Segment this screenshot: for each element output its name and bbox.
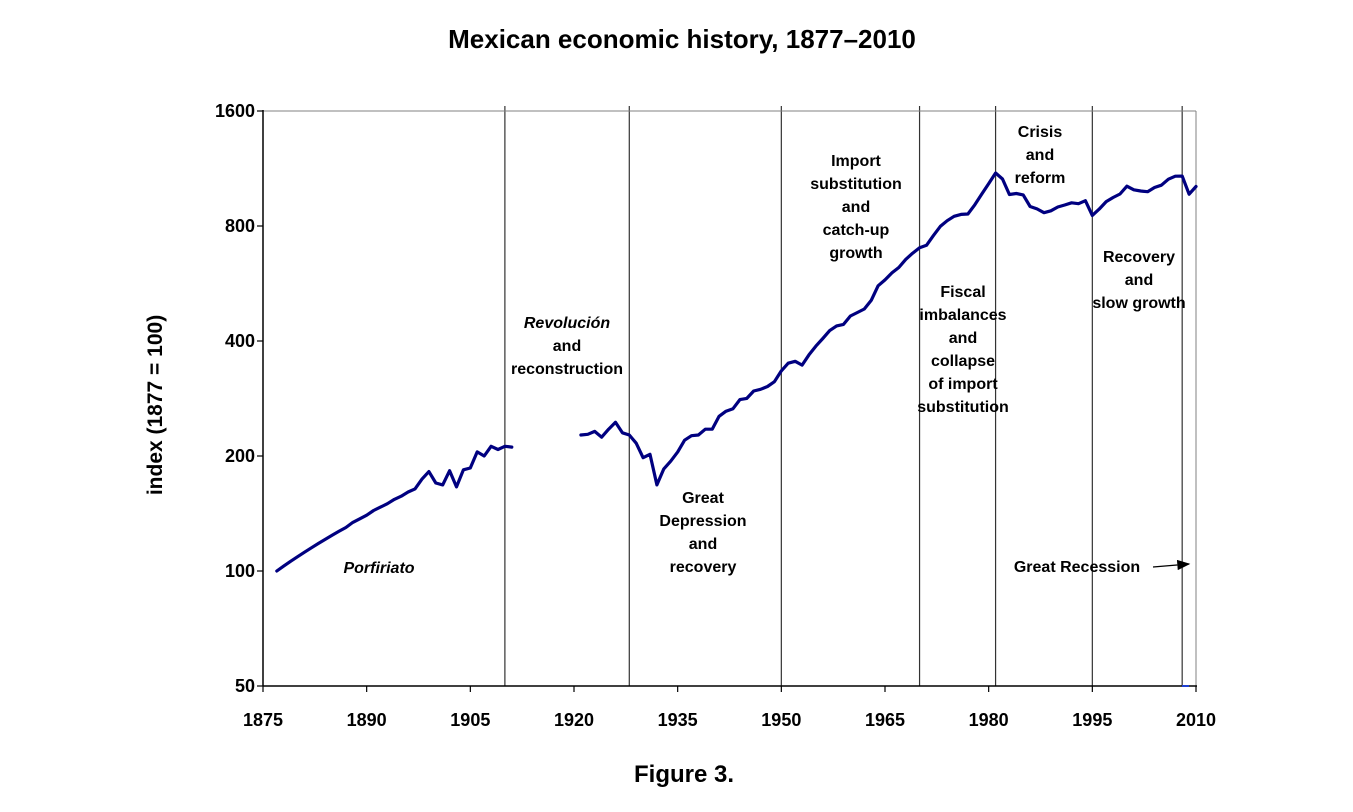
annotation-crisis: Crisis and reform	[1015, 124, 1066, 187]
period-annotations: Porfiriato Revolución and reconstruction Gre…	[343, 124, 1185, 577]
annotation-isi: Import substitution and catch-up growth	[810, 153, 902, 262]
x-axis-ticks: 1875 1890 1905 1920 1935 1950 1965 1980 1995 2010	[243, 686, 1216, 730]
chart-title: Mexican economic history, 1877–2010	[448, 24, 916, 54]
x-tick-label: 1935	[658, 710, 698, 730]
series-line	[579, 171, 1198, 487]
great-recession-arrow	[1152, 559, 1191, 571]
annotation-porfiriato: Porfiriato	[343, 560, 414, 577]
annotation-fiscal: Fiscal imbalances and collapse of import subs…	[917, 284, 1009, 416]
y-tick-label: 200	[225, 446, 255, 466]
x-tick-label: 1980	[969, 710, 1009, 730]
x-tick-label: 1920	[554, 710, 594, 730]
y-axis-label: index (1877 = 100)	[144, 315, 167, 495]
x-tick-label: 1890	[347, 710, 387, 730]
series-group	[275, 171, 1198, 573]
y-tick-label: 100	[225, 561, 255, 581]
annotation-great-recession: Great Recession	[1014, 559, 1140, 576]
y-tick-label: 800	[225, 216, 255, 236]
y-axis-ticks: 50 100 200 400 800 1600	[215, 101, 263, 696]
figure-caption: Figure 3.	[634, 761, 734, 788]
series-line	[275, 444, 514, 573]
period-dividers	[504, 106, 1183, 686]
y-tick-label: 50	[235, 676, 255, 696]
y-tick-label: 400	[225, 331, 255, 351]
x-tick-label: 1875	[243, 710, 283, 730]
x-tick-label: 1905	[450, 710, 490, 730]
x-tick-label: 1965	[865, 710, 905, 730]
annotation-recovery: Recovery and slow growth	[1092, 249, 1185, 312]
x-tick-label: 1995	[1072, 710, 1112, 730]
x-tick-label: 1950	[761, 710, 801, 730]
x-tick-label: 2010	[1176, 710, 1216, 730]
y-tick-label: 1600	[215, 101, 255, 121]
annotation-revolucion: Revolución and reconstruction	[511, 315, 623, 378]
annotation-depression: Great Depression and recovery	[659, 490, 746, 576]
